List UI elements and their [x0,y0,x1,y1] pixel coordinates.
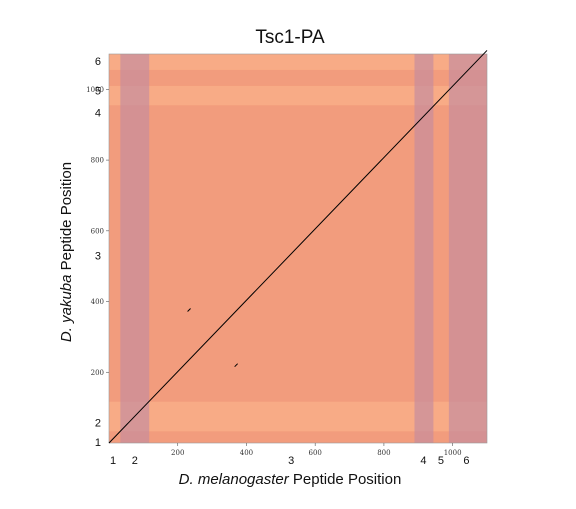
x-axis-title-species: D. melanogaster [179,471,290,488]
y-tick-label: 200 [91,369,104,377]
x-exon-label: 2 [132,455,138,467]
x-exon-label: 1 [110,455,116,467]
y-exon-label: 2 [95,417,101,429]
y-exon-label: 1 [95,437,101,449]
x-exon-label: 6 [463,455,469,467]
y-axis-ticks: 200 400 600 800 1000 [86,86,109,377]
x-tick-label: 600 [308,449,321,457]
off-diagonal-hit [234,363,238,368]
y-axis-title-rest: Peptide Position [58,162,75,275]
x-axis-ticks: 200 400 600 800 1000 [171,443,462,457]
x-exon-band-3 [149,54,415,443]
plot-area [108,50,488,444]
y-tick-label: 400 [91,298,104,306]
x-tick-label: 400 [240,449,253,457]
plot-frame [108,53,488,444]
off-diagonal-hit [187,308,191,312]
y-exon-band-6 [109,54,487,70]
x-exon-label: 5 [438,455,444,467]
x-tick-label: 1000 [444,449,462,457]
y-exon-label: 3 [95,251,101,263]
chart-title: Tsc1-PA [255,27,325,48]
y-exon-labels: 1 2 3 4 5 6 [95,56,101,449]
x-exon-band-6 [448,54,487,443]
x-axis-title: D. melanogaster Peptide Position [179,471,402,488]
x-exon-label: 3 [288,455,294,467]
x-exon-band-5 [433,54,449,443]
y-tick-label: 800 [91,157,104,165]
x-exon-band-1 [109,54,121,443]
x-tick-label: 200 [171,449,184,457]
y-exon-band-5 [109,69,487,86]
y-exon-label: 6 [95,56,101,68]
y-axis-title: D. yakuba Peptide Position [58,162,75,342]
x-axis-title-rest: Peptide Position [289,471,402,488]
x-exon-band-4 [414,54,434,443]
y-exon-band-1 [109,431,487,443]
alignment-diagonal [108,50,488,444]
x-tick-label: 800 [377,449,390,457]
x-exon-label: 4 [420,455,426,467]
x-exon-band-2 [120,54,150,443]
y-exon-label: 4 [95,107,101,119]
y-tick-label: 600 [91,227,104,235]
y-tick-label: 1000 [86,86,104,94]
y-exon-label: 5 [95,85,101,97]
y-axis-title-species: D. yakuba [58,275,75,343]
y-exon-band-4 [109,85,487,106]
